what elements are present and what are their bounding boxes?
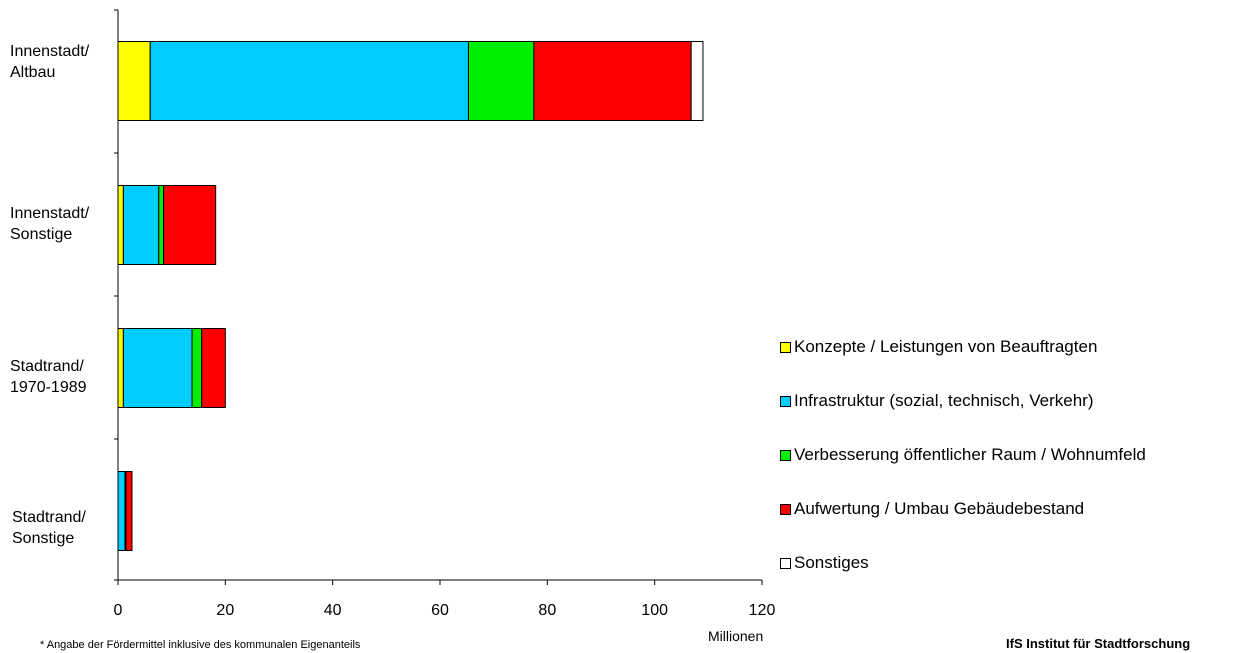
bar-segment bbox=[122, 185, 160, 265]
legend-item: Infrastruktur (sozial, technisch, Verkeh… bbox=[780, 374, 1146, 428]
x-tick-label: 100 bbox=[641, 602, 668, 619]
category-label: Innenstadt/ Altbau bbox=[10, 43, 90, 81]
bar-segment bbox=[158, 185, 165, 265]
legend-item: Sonstiges bbox=[780, 536, 1146, 590]
bar-segment bbox=[117, 471, 126, 551]
legend: Konzepte / Leistungen von Beauftragten In… bbox=[780, 320, 1146, 590]
legend-label: Verbesserung öffentlicher Raum / Wohnumf… bbox=[794, 445, 1146, 464]
legend-swatch bbox=[780, 503, 791, 515]
legend-swatch bbox=[780, 395, 791, 407]
x-tick-label: 20 bbox=[216, 602, 235, 619]
footnote: * Angabe der Fördermittel inklusive des … bbox=[40, 639, 361, 651]
bar-segment bbox=[117, 185, 124, 265]
x-tick-label: 80 bbox=[538, 602, 557, 619]
legend-item: Aufwertung / Umbau Gebäudebestand bbox=[780, 482, 1146, 536]
bar-segment bbox=[467, 41, 535, 121]
bar-segment bbox=[125, 471, 133, 551]
legend-label: Infrastruktur (sozial, technisch, Verkeh… bbox=[794, 391, 1094, 410]
x-tick-label: 40 bbox=[323, 602, 342, 619]
legend-swatch bbox=[780, 449, 791, 461]
bar-segment bbox=[149, 41, 469, 121]
category-label: Stadtrand/ Sonstige bbox=[12, 509, 86, 547]
category-label: Stadtrand/ 1970-1989 bbox=[10, 358, 87, 396]
bar-segment bbox=[122, 328, 193, 408]
bar-segment bbox=[117, 328, 124, 408]
bar-segment bbox=[533, 41, 692, 121]
x-tick-label: 60 bbox=[431, 602, 449, 619]
bar-segment bbox=[117, 41, 151, 121]
legend-label: Sonstiges bbox=[794, 553, 869, 572]
category-label: Innenstadt/ Sonstige bbox=[10, 205, 90, 243]
x-tick-label: 0 bbox=[113, 602, 123, 619]
legend-item: Konzepte / Leistungen von Beauftragten bbox=[780, 320, 1146, 374]
legend-swatch bbox=[780, 341, 791, 353]
legend-item: Verbesserung öffentlicher Raum / Wohnumf… bbox=[780, 428, 1146, 482]
legend-label: Konzepte / Leistungen von Beauftragten bbox=[794, 337, 1098, 356]
bar-segment bbox=[163, 185, 217, 265]
x-tick-label: 120 bbox=[748, 602, 776, 619]
source-label: IfS Institut für Stadtforschung bbox=[1006, 636, 1191, 651]
bar-segment bbox=[201, 328, 226, 408]
legend-swatch bbox=[780, 557, 791, 569]
bar-segment bbox=[690, 41, 704, 121]
x-unit-label: Millionen bbox=[708, 628, 764, 644]
legend-label: Aufwertung / Umbau Gebäudebestand bbox=[794, 499, 1085, 518]
bar-segment bbox=[191, 328, 203, 408]
